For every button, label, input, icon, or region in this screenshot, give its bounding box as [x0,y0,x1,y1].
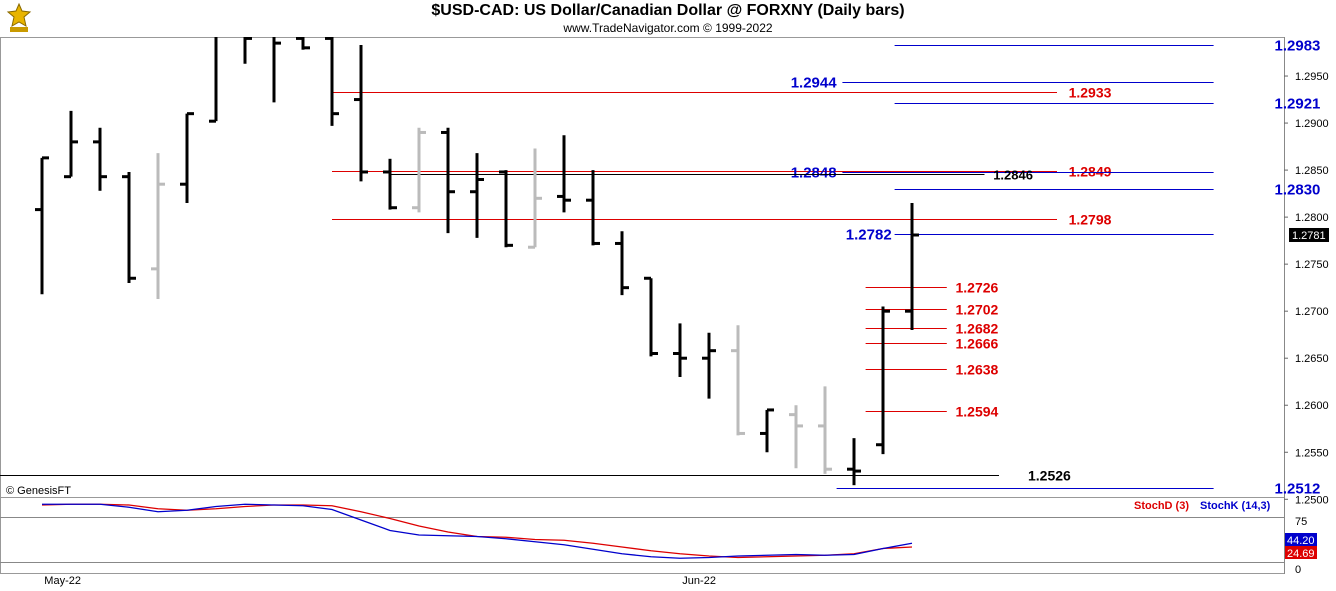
osc-tick-label: 0 [1295,564,1301,576]
level-label: 1.2830 [1275,182,1321,199]
level-label: 1.2848 [791,165,837,182]
osc-tick-label: 75 [1295,516,1307,528]
level-label: 1.2983 [1275,38,1321,55]
ohlc-bars [35,37,919,486]
logo-icon [4,2,34,34]
y-tick-label: 1.2500 [1295,494,1329,506]
stochk-value: 44.20 [1287,535,1315,547]
stochd-value: 24.69 [1287,548,1315,560]
ohlc-bar [441,127,455,234]
level-label: 1.2798 [1069,212,1112,228]
y-tick-label: 1.2800 [1295,212,1329,224]
last-price-tag [1289,227,1329,242]
ohlc-bar [499,170,513,248]
y-tick-label: 1.2650 [1295,353,1329,365]
level-label: 1.2666 [956,336,999,352]
ohlc-bar [528,148,542,249]
ohlc-bar [586,170,600,246]
stoch-line [41,503,913,559]
level-label: 1.2921 [1275,96,1321,113]
stoch-line [42,503,913,559]
ohlc-bar [847,438,861,486]
level-label: 1.2594 [956,404,999,420]
ohlc-bar [122,171,136,283]
ohlc-bar [354,45,368,182]
ohlc-bar [93,127,107,191]
ohlc-bar [35,156,49,295]
y-tick-label: 1.2900 [1295,118,1329,130]
ohlc-bar [209,37,218,123]
y-tick-label: 1.2700 [1295,306,1329,318]
ohlc-bar [789,405,803,469]
level-label: 1.2726 [956,280,999,296]
ohlc-bar [243,37,252,64]
y-tick-label: 1.2850 [1295,165,1329,177]
chart-subtitle: www.TradeNavigator.com © 1999-2022 [563,21,773,35]
plot-area [0,37,1285,498]
ohlc-bar [325,37,339,126]
y-tick-label: 1.2950 [1295,71,1329,83]
level-lines: 1.2983 1.2944 1.2933 1.2921 1.2849 1.2848 1.28… [0,38,1320,498]
copyright-label: © GenesisFT [6,485,71,497]
date-axis: May-22 Jun-22 [44,575,716,587]
ohlc-bar [151,153,165,299]
ohlc-bar [470,153,484,238]
ohlc-bar [673,323,687,378]
level-label: 1.2944 [791,75,838,92]
legend-stochk: StochK (14,3) [1200,500,1271,512]
ohlc-bar [64,110,78,179]
ohlc-bar [615,231,629,296]
ohlc-bar [818,386,832,474]
last-price-label: 1.2781 [1292,230,1326,242]
stochd-value-tag [1285,546,1317,559]
x-tick-label: May-22 [44,575,81,587]
y-tick-label: 1.2750 [1295,259,1329,271]
ohlc-bar [557,135,571,213]
stochk-value-tag [1285,533,1317,546]
ohlc-bar [760,408,774,453]
level-label: 1.2702 [956,302,999,318]
level-label: 1.2512 [1275,481,1321,498]
level-label: 1.2849 [1069,164,1112,180]
ohlc-bar [412,127,426,213]
ohlc-bar [296,37,310,50]
ohlc-bar [731,325,745,436]
x-tick-label: Jun-22 [682,575,716,587]
level-label: 1.2846 [993,168,1033,183]
ohlc-bar [876,306,890,455]
ohlc-bar [272,37,281,103]
ohlc-bar [644,276,658,357]
ohlc-bar [383,158,397,210]
legend-stochd: StochD (3) [1134,500,1189,512]
ohlc-bar [180,112,194,204]
price-axis: 1.2950 1.2900 1.2850 1.2800 1.2750 1.2700 1.26… [1284,71,1329,506]
y-tick-label: 1.2600 [1295,400,1329,412]
level-label: 1.2526 [1028,468,1071,484]
y-tick-label: 1.2550 [1295,447,1329,459]
ohlc-bar [702,332,716,399]
level-label: 1.2782 [846,227,892,244]
level-label: 1.2638 [956,362,999,378]
level-label: 1.2682 [956,321,999,337]
level-label: 1.2933 [1069,85,1112,101]
chart-title: $USD-CAD: US Dollar/Canadian Dollar @ FO… [431,2,905,19]
ohlc-bar [905,203,919,330]
